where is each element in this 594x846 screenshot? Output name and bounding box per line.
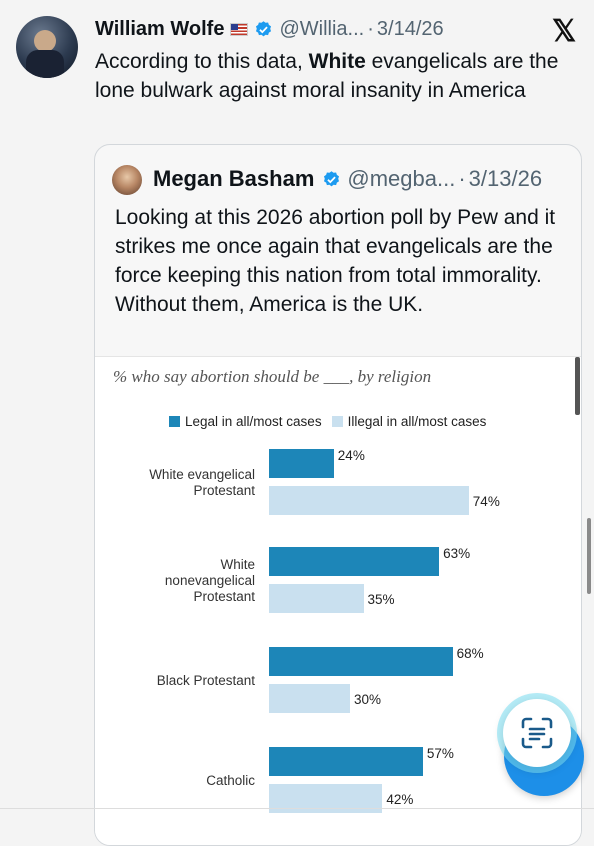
author-avatar[interactable] bbox=[16, 16, 78, 78]
tweet-date[interactable]: 3/14/26 bbox=[376, 18, 444, 40]
data-label: 68% bbox=[456, 646, 484, 661]
verified-badge-icon bbox=[324, 170, 340, 186]
data-label: 42% bbox=[386, 792, 414, 807]
bar-legal bbox=[269, 449, 334, 478]
bar-legal bbox=[269, 647, 453, 676]
bar-illegal bbox=[269, 584, 364, 613]
author-handle[interactable]: @Willia... bbox=[279, 18, 365, 40]
quote-text: Looking at this 2026 abortion poll by Pe… bbox=[115, 206, 556, 316]
author-name[interactable]: William Wolfe bbox=[95, 18, 225, 40]
quoted-tweet[interactable]: Megan Basham @megba... · 3/13/26 Looking… bbox=[94, 144, 582, 846]
chart-legend: Legal in all/most cases Illegal in all/m… bbox=[169, 414, 486, 429]
text-scan-icon bbox=[521, 717, 553, 749]
data-label: 35% bbox=[367, 592, 395, 607]
quote-author-handle[interactable]: @megba... bbox=[347, 166, 456, 191]
legend-label-illegal: Illegal in all/most cases bbox=[347, 414, 487, 429]
legend-swatch-legal bbox=[169, 416, 180, 427]
tweet-author-row: William Wolfe @Willia... · 3/14/26 bbox=[95, 18, 444, 41]
bar-illegal bbox=[269, 486, 469, 515]
quote-author-avatar[interactable] bbox=[112, 165, 142, 195]
category-label: Catholic bbox=[206, 773, 255, 788]
legend-swatch-illegal bbox=[331, 416, 343, 427]
chart-image[interactable]: % who say abortion should be ___, by rel… bbox=[95, 356, 581, 845]
category-label: White evangelical Protestant bbox=[149, 467, 255, 498]
x-logo[interactable]: 𝕏 bbox=[552, 15, 577, 48]
category-label: Black Protestant bbox=[156, 673, 255, 688]
legend-label-legal: Legal in all/most cases bbox=[185, 414, 322, 429]
us-flag-icon bbox=[230, 23, 249, 36]
data-label: 63% bbox=[443, 546, 471, 561]
separator-dot: · bbox=[458, 166, 466, 191]
data-label: 24% bbox=[337, 448, 365, 463]
bar-legal bbox=[269, 747, 423, 776]
data-label: 57% bbox=[426, 746, 454, 761]
page-scrollbar[interactable] bbox=[587, 518, 591, 594]
quote-author-name[interactable]: Megan Basham bbox=[153, 166, 315, 191]
bar-legal bbox=[269, 547, 440, 576]
image-scrollbar[interactable] bbox=[575, 357, 580, 415]
quote-date[interactable]: 3/13/26 bbox=[468, 166, 543, 191]
data-label: 74% bbox=[472, 494, 500, 509]
tweet-text: According to this data, White evangelica… bbox=[95, 50, 559, 102]
text-scan-button[interactable] bbox=[503, 699, 571, 767]
separator-dot: · bbox=[367, 18, 374, 40]
quote-author-row: Megan Basham @megba... · 3/13/26 bbox=[153, 166, 542, 192]
verified-badge-icon bbox=[256, 21, 272, 37]
chart-title: % who say abortion should be ___, by rel… bbox=[113, 367, 432, 386]
bar-illegal bbox=[269, 684, 350, 713]
category-label: White nonevangelical Protestant bbox=[164, 557, 255, 604]
data-label: 30% bbox=[354, 692, 382, 707]
divider bbox=[0, 808, 594, 809]
